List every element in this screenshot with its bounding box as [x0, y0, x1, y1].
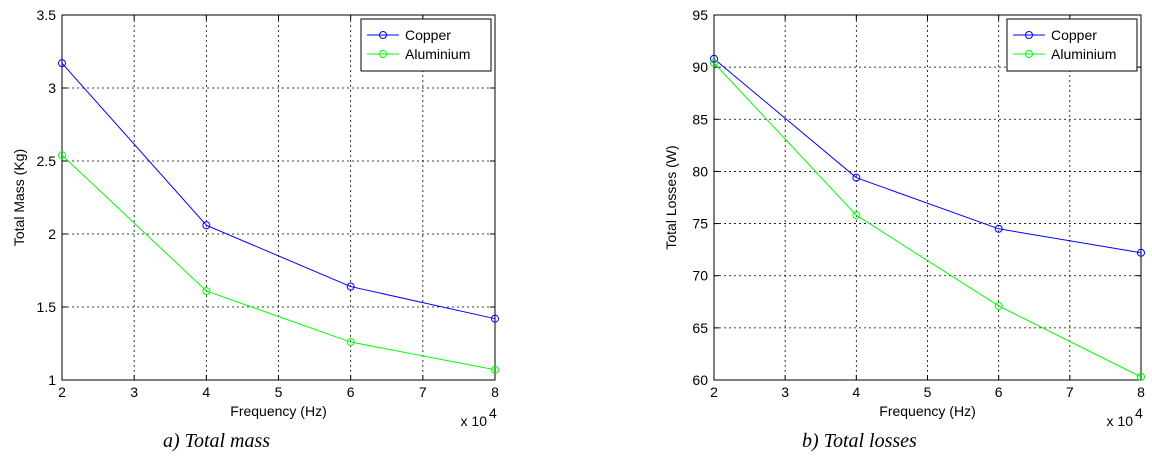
- legend: [360, 18, 492, 72]
- x-multiplier: x 10: [1107, 413, 1134, 429]
- y-tick-label: 2.5: [37, 153, 57, 169]
- data-point-aluminium: [1137, 372, 1145, 381]
- x-tick-label: 6: [995, 384, 1003, 400]
- data-point-copper: [202, 221, 211, 230]
- y-tick-label: 3.5: [37, 7, 57, 23]
- data-point-copper: [346, 282, 355, 291]
- x-multiplier-exponent: 4: [489, 405, 497, 421]
- x-tick-label: 4: [202, 384, 210, 400]
- data-point-aluminium: [994, 301, 1003, 310]
- legend-marker: [379, 31, 387, 39]
- data-point-aluminium: [710, 58, 718, 67]
- x-tick-label: 3: [130, 384, 138, 400]
- x-multiplier-exponent: 4: [1135, 405, 1143, 421]
- y-axis-label: Total Mass (Kg): [11, 149, 27, 246]
- data-point-aluminium: [202, 286, 211, 295]
- data-point-aluminium: [852, 211, 861, 220]
- legend-label: Aluminium: [1051, 46, 1116, 62]
- x-tick-label: 8: [1137, 384, 1145, 400]
- data-point-aluminium: [491, 365, 499, 374]
- x-tick-label: 5: [275, 384, 283, 400]
- x-multiplier: x 10: [461, 413, 488, 429]
- legend-label: Aluminium: [405, 46, 470, 62]
- x-tick-label: 3: [781, 384, 789, 400]
- x-tick-label: 8: [491, 384, 499, 400]
- y-tick-label: 1.5: [37, 299, 57, 315]
- legend-marker: [379, 50, 387, 58]
- data-point-aluminium: [58, 151, 66, 160]
- y-tick-label: 80: [692, 163, 708, 179]
- data-point-copper: [852, 173, 861, 182]
- x-tick-label: 2: [58, 384, 66, 400]
- y-tick-label: 90: [692, 59, 708, 75]
- series-line-aluminium: [713, 62, 1142, 378]
- y-tick-label: 95: [692, 7, 708, 23]
- figure-caption: b) Total losses: [802, 430, 917, 452]
- data-point-copper: [1137, 248, 1145, 257]
- legend-marker: [1025, 50, 1033, 58]
- data-point-copper: [491, 314, 499, 323]
- y-tick-label: 60: [692, 372, 708, 388]
- y-tick-label: 70: [692, 268, 708, 284]
- x-tick-label: 4: [852, 384, 860, 400]
- y-tick-label: 65: [692, 320, 708, 336]
- series-line-copper: [61, 62, 496, 320]
- legend: [1006, 18, 1138, 72]
- y-tick-label: 3: [48, 80, 56, 96]
- series-line-aluminium: [61, 154, 496, 371]
- data-point-copper: [994, 224, 1003, 233]
- data-point-copper: [58, 59, 66, 68]
- y-axis-label: Total Losses (W): [663, 145, 679, 249]
- x-tick-label: 7: [1066, 384, 1074, 400]
- x-tick-label: 6: [347, 384, 355, 400]
- series-line-copper: [713, 58, 1142, 254]
- data-point-copper: [710, 54, 718, 63]
- legend-label: Copper: [1051, 27, 1097, 43]
- figure-caption: a) Total mass: [163, 430, 270, 452]
- legend-label: Copper: [405, 27, 451, 43]
- y-tick-label: 85: [692, 111, 708, 127]
- y-tick-label: 1: [48, 372, 56, 388]
- y-tick-label: 2: [48, 226, 56, 242]
- x-tick-label: 2: [710, 384, 718, 400]
- x-tick-label: 7: [419, 384, 427, 400]
- legend-marker: [1025, 31, 1033, 39]
- data-point-aluminium: [346, 338, 355, 347]
- x-axis-label: Frequency (Hz): [879, 403, 975, 419]
- x-tick-label: 5: [924, 384, 932, 400]
- x-axis-label: Frequency (Hz): [230, 403, 326, 419]
- y-tick-label: 75: [692, 216, 708, 232]
